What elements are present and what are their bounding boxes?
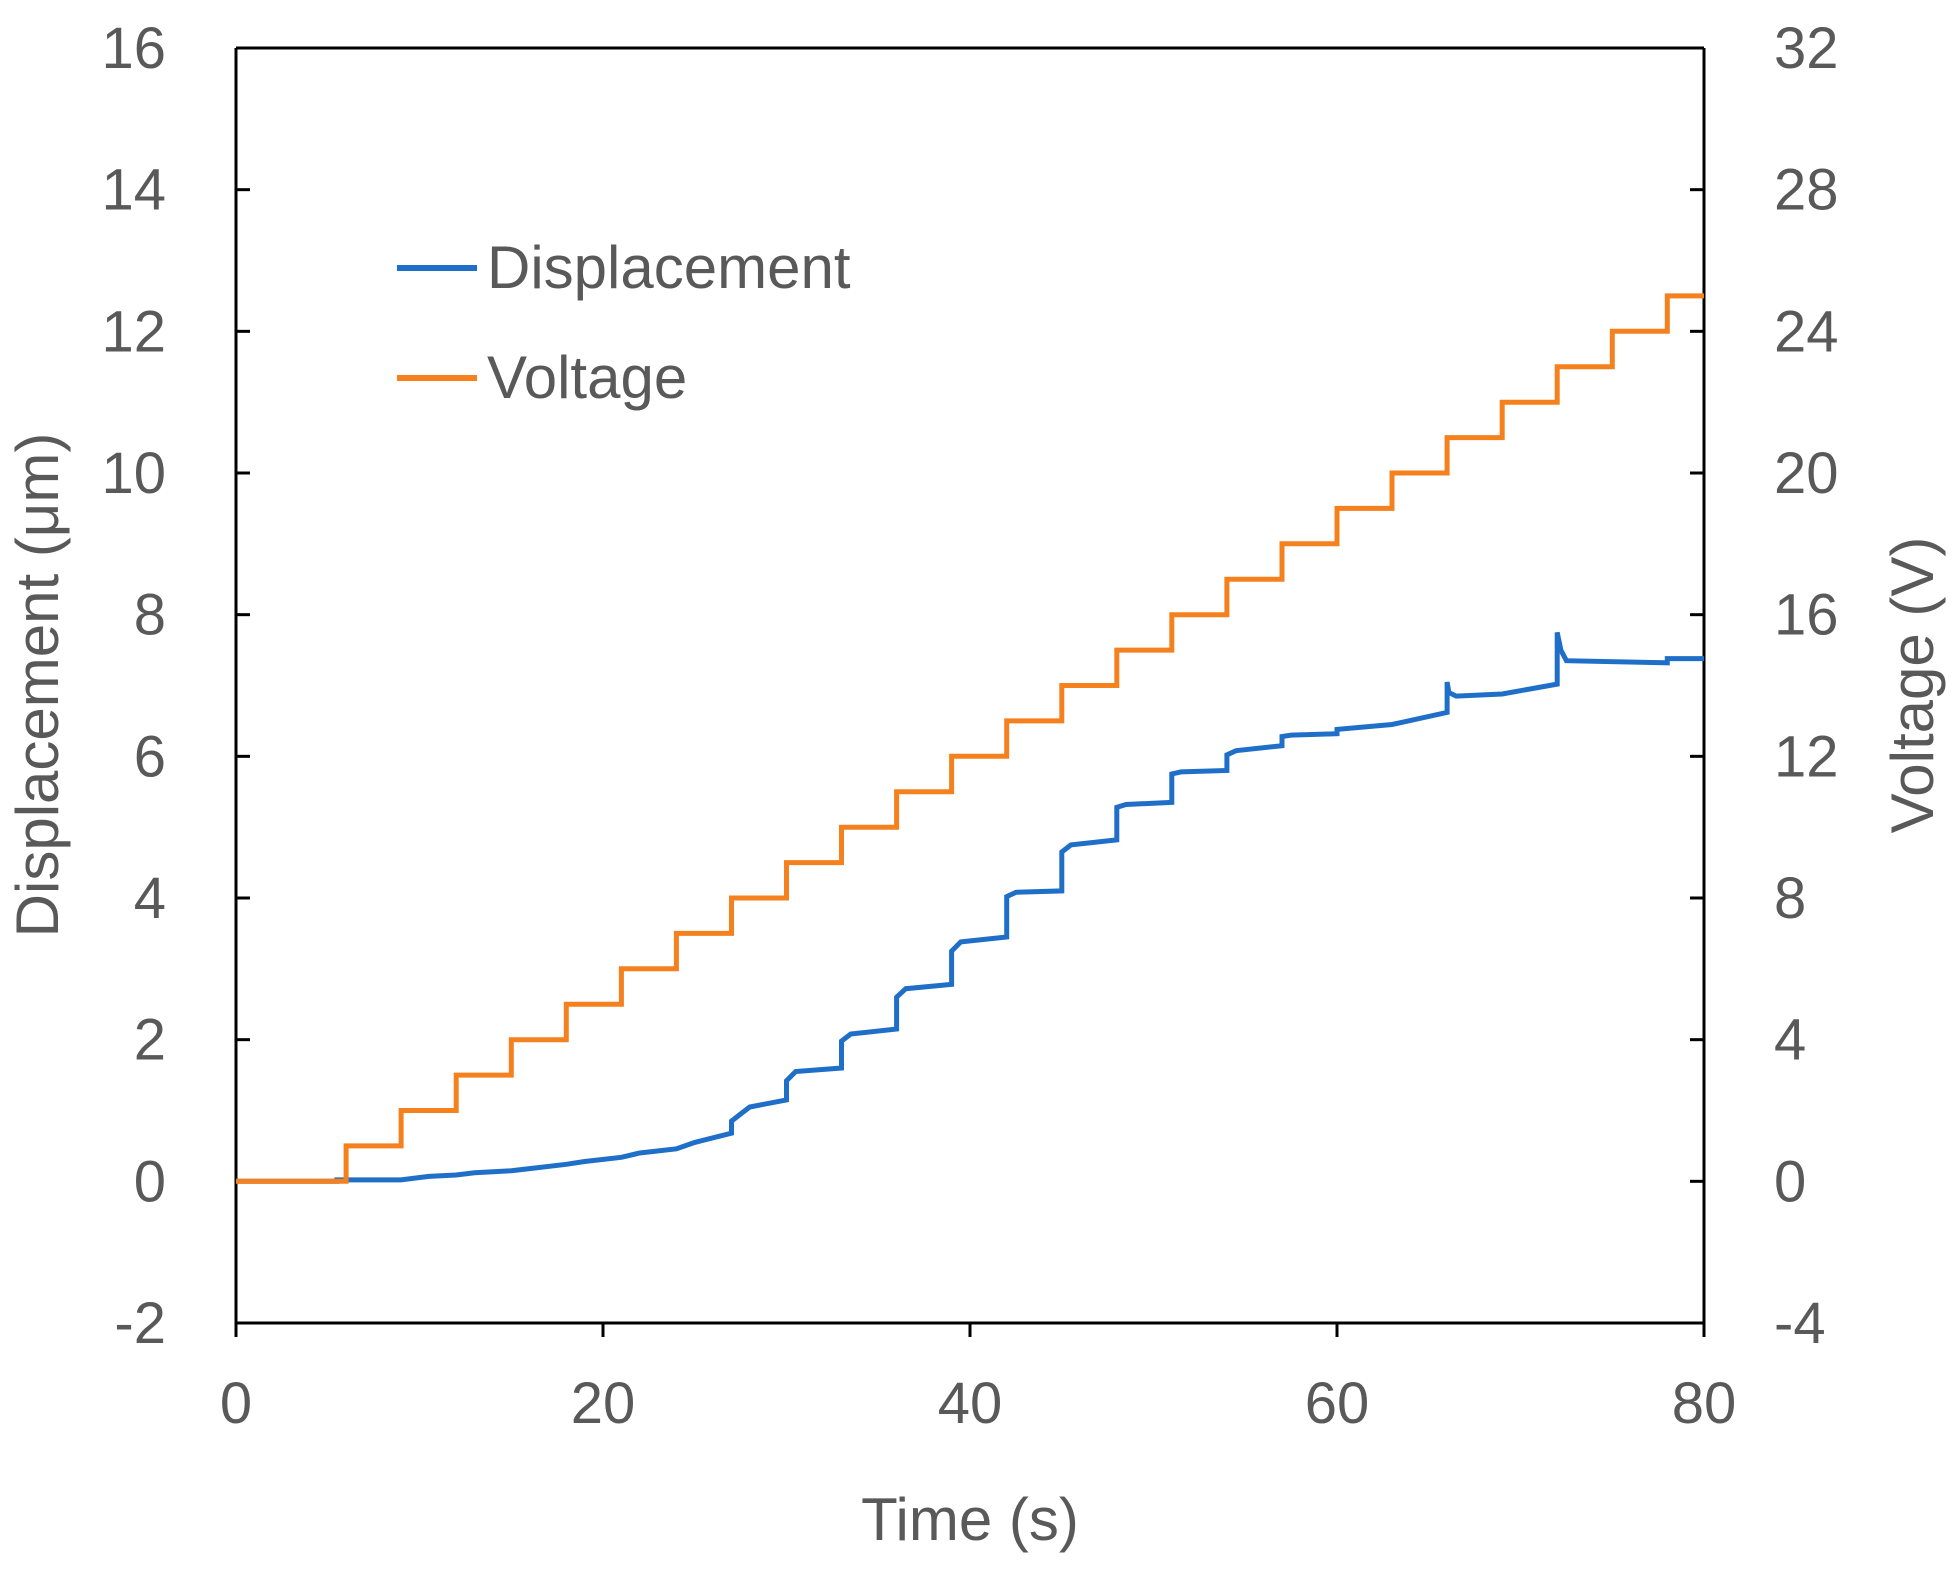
y2-axis-title: Voltage (V): [1879, 537, 1946, 834]
y-tick-label: 14: [101, 158, 166, 223]
legend: Displacement Voltage: [397, 234, 851, 411]
y-tick-label: 8: [134, 583, 166, 648]
y-tick-label: -2: [114, 1291, 166, 1356]
legend-label-displacement: Displacement: [487, 234, 851, 301]
y2-tick-label: 32: [1774, 16, 1839, 81]
x-tick-label: 20: [571, 1371, 636, 1436]
series-line-displacement: [236, 631, 1704, 1184]
y2-tick-label: 24: [1774, 299, 1839, 364]
x-tick-label: 40: [938, 1371, 1003, 1436]
y2-tick-label: 8: [1774, 866, 1806, 931]
y2-tick-label: 16: [1774, 583, 1839, 648]
y-tick-label: 6: [134, 724, 166, 789]
y-tick-label: 16: [101, 16, 166, 81]
x-tick-label: 0: [220, 1371, 252, 1436]
plot-frame: [234, 46, 1706, 1325]
y2-tick-label: 28: [1774, 158, 1839, 223]
y2-tick-label: 20: [1774, 441, 1839, 506]
y2-tick-label: 4: [1774, 1008, 1806, 1073]
legend-label-voltage: Voltage: [487, 344, 687, 411]
x-axis-title: Time (s): [861, 1486, 1079, 1553]
y-tick-label: 0: [134, 1149, 166, 1214]
y-axis-title: Displacement (μm): [4, 433, 71, 938]
y-tick-label: 10: [101, 441, 166, 506]
x-tick-label: 60: [1305, 1371, 1370, 1436]
ticks: [234, 46, 1706, 1337]
y2-tick-label: 12: [1774, 724, 1839, 789]
y2-tick-label: -4: [1774, 1291, 1826, 1356]
y-tick-label: 12: [101, 299, 166, 364]
y2-tick-label: 0: [1774, 1149, 1806, 1214]
y-tick-label: 4: [134, 866, 166, 931]
tick-labels: 0 20 40 60 80-20246810121416-404812162024283…: [101, 16, 1838, 1436]
x-tick-label: 80: [1672, 1371, 1737, 1436]
series-line-voltage: [236, 293, 1704, 1184]
y-tick-label: 2: [134, 1008, 166, 1073]
series-layer: [236, 293, 1704, 1184]
